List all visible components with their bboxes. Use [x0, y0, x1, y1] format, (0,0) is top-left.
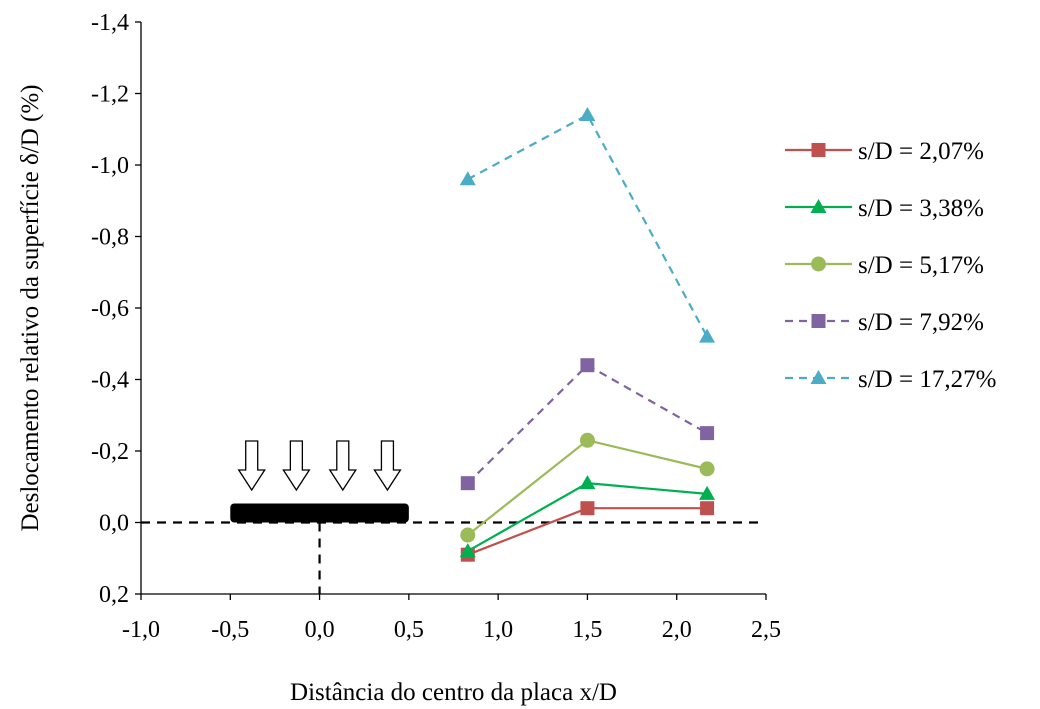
y-tick-label: -0,2 [91, 439, 129, 465]
y-tick-label: -0,8 [91, 225, 129, 251]
series-group [459, 106, 716, 562]
data-point [579, 475, 596, 490]
legend-label: s/D = 17,27% [858, 366, 996, 393]
legend-item: s/D = 2,07% [785, 138, 984, 165]
data-point [580, 358, 595, 373]
y-tick-label: 0,0 [99, 511, 129, 537]
data-point [580, 501, 595, 516]
legend-marker [810, 199, 827, 213]
x-tick-label: -0,5 [211, 617, 249, 643]
load-arrow-icon [282, 440, 311, 492]
y-tick-label: -0,4 [91, 368, 129, 394]
annotations [141, 440, 760, 594]
legend-marker [811, 143, 826, 157]
x-tick-label: 0,0 [305, 617, 335, 643]
data-point [579, 432, 595, 448]
legend-label: s/D = 5,17% [858, 252, 984, 279]
data-point [700, 426, 715, 441]
legend-marker [811, 256, 826, 272]
y-tick-label: -1,0 [91, 153, 129, 179]
data-point [699, 328, 716, 343]
data-point [459, 543, 476, 558]
series-4 [460, 358, 715, 491]
x-axis-title: Distância do centro da placa x/D [290, 679, 617, 706]
y-tick-label: -0,6 [91, 296, 129, 322]
legend-label: s/D = 7,92% [858, 309, 984, 336]
x-tick-label: 1,5 [572, 617, 602, 643]
x-tick-label: 0,5 [394, 617, 424, 643]
data-point [699, 485, 716, 500]
data-point [579, 106, 596, 121]
legend-item: s/D = 7,92% [785, 309, 984, 336]
x-tick-label: -1,0 [122, 617, 160, 643]
footing-plate [230, 503, 409, 523]
x-tick-label: 2,5 [751, 617, 781, 643]
axes: -1,4 -1,2 -1,0 -0,8 -0,6 -0,4 -0,2 0,0 0,2 -1,0 -0… [91, 10, 781, 643]
legend-label: s/D = 3,38% [858, 195, 984, 222]
series-3 [460, 432, 715, 543]
legend-marker [810, 370, 827, 384]
y-tick-label: -1,2 [91, 82, 129, 108]
series-line [467, 363, 708, 484]
data-point [460, 476, 475, 491]
data-point [459, 171, 476, 186]
data-point [699, 461, 715, 477]
x-tick-label: 1,0 [483, 617, 513, 643]
series-line [467, 113, 709, 338]
legend-item: s/D = 5,17% [785, 252, 984, 279]
legend: s/D = 2,07% s/D = 3,38% s/D = 5,17% s/D = 7… [785, 138, 996, 393]
x-tick-label: 2,0 [662, 617, 692, 643]
series-2 [459, 475, 716, 558]
legend-marker [811, 314, 826, 328]
y-tick-label: -1,4 [91, 10, 129, 36]
load-arrow-icon [328, 440, 357, 492]
load-arrow-icon [373, 440, 402, 492]
legend-item: s/D = 17,27% [785, 366, 996, 393]
legend-item: s/D = 3,38% [785, 195, 984, 222]
data-point [700, 501, 715, 516]
y-tick-label: 0,2 [99, 582, 129, 608]
y-axis-title: Deslocamento relativo da superfície δ/D … [17, 84, 44, 531]
data-point [460, 527, 476, 543]
series-5 [459, 106, 716, 343]
legend-label: s/D = 2,07% [858, 138, 984, 165]
load-arrow-icon [237, 440, 266, 492]
